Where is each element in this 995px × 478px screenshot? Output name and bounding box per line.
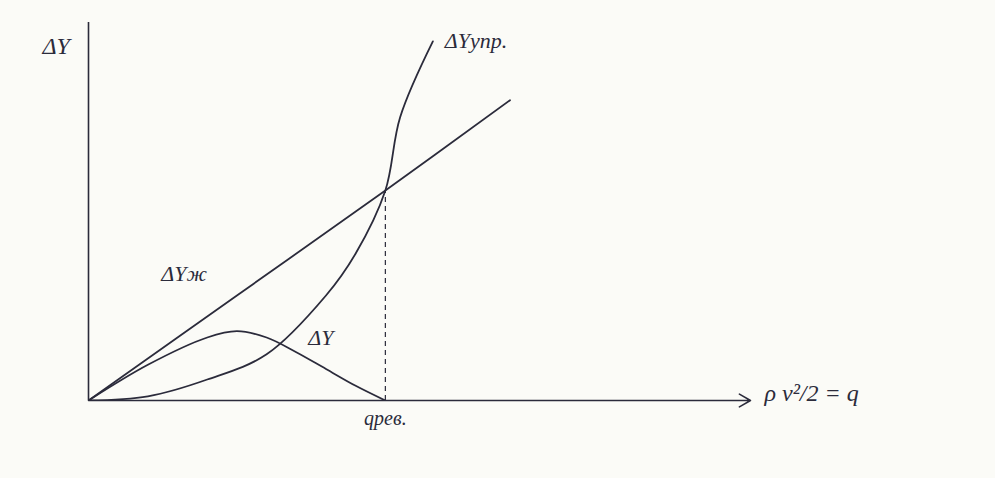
svg-text:ΔY: ΔY [42, 33, 73, 59]
svg-text:ΔY: ΔY [307, 325, 336, 350]
svg-text:qрев.: qрев. [364, 407, 407, 430]
svg-text:ΔYупр.: ΔYупр. [444, 28, 507, 53]
svg-text:ρ v²/2 = q: ρ v²/2 = q [764, 380, 859, 406]
svg-text:ΔYж: ΔYж [160, 261, 207, 286]
